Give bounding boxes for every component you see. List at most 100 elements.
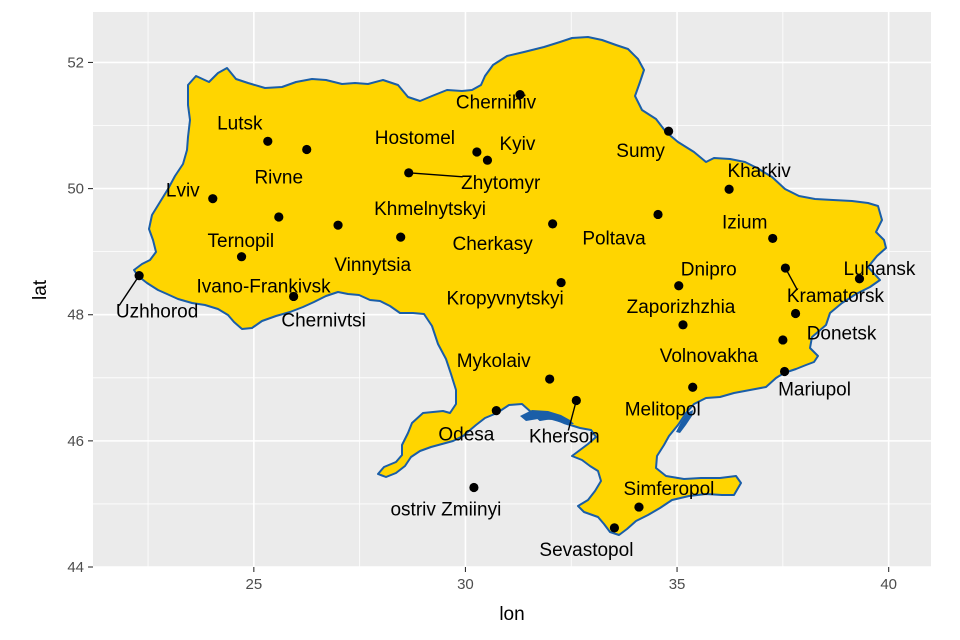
city-point <box>333 220 343 230</box>
city-label: Chernivtsi <box>281 310 365 331</box>
leader-line <box>567 400 578 431</box>
city-point <box>634 502 644 512</box>
y-tick-label: 48 <box>67 307 84 324</box>
city-point <box>724 184 734 194</box>
city-point <box>790 308 801 319</box>
x-tick-label: 40 <box>880 576 897 593</box>
city-point <box>469 482 479 493</box>
city-point <box>571 395 581 406</box>
ukraine-outline <box>133 36 887 536</box>
city-ostriv-zmiinyi: ostriv Zmiinyi <box>390 482 501 521</box>
city-point <box>404 168 414 178</box>
city-label: Vinnytsia <box>334 255 411 276</box>
city-label: Luhansk <box>844 259 916 280</box>
y-tick-label: 50 <box>67 181 84 198</box>
city-label: Zhytomyr <box>461 173 541 194</box>
city-label: ostriv Zmiinyi <box>390 500 501 521</box>
city-poltava: Poltava <box>582 209 663 249</box>
city-label: Melitopol <box>625 399 701 420</box>
x-tick-label: 35 <box>669 576 686 593</box>
city-point <box>688 382 698 392</box>
city-label: Lviv <box>166 181 200 202</box>
city-uzhhorod: Uzhhorod <box>116 271 198 323</box>
city-label: Hostomel <box>375 128 455 149</box>
city-lviv: Lviv <box>166 181 218 204</box>
water-molochny-estuary <box>676 410 693 433</box>
city-point <box>556 277 566 288</box>
city-sevastopol: Sevastopol <box>539 523 633 561</box>
city-label: Zaporizhzhia <box>627 297 736 318</box>
city-label: Ivano-Frankivsk <box>196 277 331 298</box>
y-axis-title: lat <box>30 279 51 300</box>
city-point <box>491 405 501 416</box>
city-label: Volnovakha <box>660 346 759 367</box>
city-donetsk: Donetsk <box>790 308 877 344</box>
city-chernivtsi: Chernivtsi <box>281 291 366 331</box>
city-point <box>482 155 493 165</box>
city-point <box>674 281 684 291</box>
city-point <box>545 374 555 384</box>
city-label: Donetsk <box>807 323 877 344</box>
y-tick-label: 46 <box>67 433 84 450</box>
city-point <box>472 147 482 157</box>
city-label: Chernihiv <box>456 93 537 114</box>
city-cherkasy: Cherkasy <box>453 219 558 255</box>
city-point <box>302 144 312 155</box>
city-label: Kyiv <box>499 134 535 155</box>
leader-line <box>408 172 463 178</box>
city-point <box>134 271 144 281</box>
city-zaporizhzhia: Zaporizhzhia <box>627 297 736 330</box>
y-tick-label: 52 <box>67 54 84 71</box>
city-kropyvnytskyi: Kropyvnytskyi <box>446 277 566 310</box>
city-point <box>779 366 790 377</box>
city-point <box>768 233 778 244</box>
x-tick-label: 30 <box>457 576 474 593</box>
city-point <box>236 252 247 262</box>
city-label: Kherson <box>529 427 600 448</box>
city-point <box>548 219 558 229</box>
city-sumy: Sumy <box>616 126 674 162</box>
city-label: Odesa <box>438 425 494 446</box>
y-axis: 44 46 48 50 52 lat <box>30 54 93 576</box>
city-point <box>663 126 674 136</box>
city-odesa: Odesa <box>438 405 501 446</box>
city-label: Lutsk <box>217 113 263 134</box>
city-mariupol: Mariupol <box>778 366 851 400</box>
city-label: Mariupol <box>778 379 851 400</box>
city-label: Kramatorsk <box>787 286 885 307</box>
city-mykolaiv: Mykolaiv <box>457 351 555 384</box>
city-point <box>778 335 788 345</box>
city-ivano-frankivsk: Ivano-Frankivsk <box>196 252 331 298</box>
city-label: Poltava <box>582 228 646 249</box>
city-label: Kharkiv <box>727 161 791 182</box>
city-label: Rivne <box>254 167 303 188</box>
x-axis: 25 30 35 40 lon <box>245 567 897 625</box>
city-lutsk: Lutsk <box>217 113 273 146</box>
city-melitopol: Melitopol <box>625 382 701 420</box>
y-axis-ticks: 44 46 48 50 52 <box>67 54 93 576</box>
chart-layer: Chernihiv Lutsk Rivne Hostomel Kyiv Sumy Zhyto… <box>116 90 916 561</box>
city-label: Ternopil <box>208 231 275 252</box>
city-chernihiv: Chernihiv <box>456 90 537 114</box>
city-kherson: Kherson <box>529 395 600 448</box>
city-label: Uzhhorod <box>116 302 198 323</box>
city-label: Kropyvnytskyi <box>446 289 563 310</box>
city-point <box>653 209 663 220</box>
water-kinburn-spit <box>520 410 574 424</box>
city-point <box>263 136 273 146</box>
city-khmelnytskyi: Khmelnytskyi <box>333 199 486 230</box>
city-point <box>274 212 284 222</box>
city-hostomel: Hostomel <box>375 128 482 157</box>
city-label: Simferopol <box>624 479 715 500</box>
city-rivne: Rivne <box>254 144 312 188</box>
city-label: Sevastopol <box>539 540 633 561</box>
city-luhansk: Luhansk <box>844 259 916 284</box>
city-point <box>208 194 218 204</box>
city-point <box>678 320 688 330</box>
city-kramatorsk: Kramatorsk <box>780 263 885 307</box>
city-label: Dnipro <box>681 260 737 281</box>
city-point <box>289 291 299 302</box>
x-axis-ticks: 25 30 35 40 <box>245 567 897 593</box>
x-axis-title: lon <box>499 604 524 625</box>
